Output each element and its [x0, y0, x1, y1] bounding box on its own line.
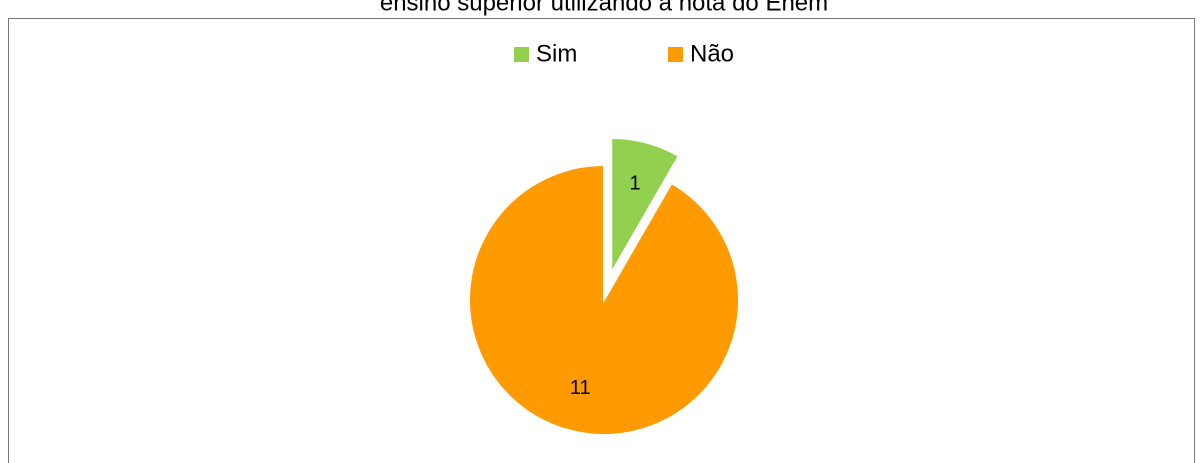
data-label: 1 [629, 173, 640, 195]
title-band [0, 0, 1203, 18]
chart-title: ensino superior utilizando a nota do Ene… [380, 0, 828, 16]
legend-label: Sim [536, 40, 577, 67]
legend-label: Não [690, 40, 734, 67]
pie-slice [610, 136, 681, 277]
legend-swatch [668, 47, 683, 62]
pie-slice [468, 163, 740, 436]
legend-swatch [514, 47, 529, 62]
data-label: 11 [570, 377, 591, 399]
